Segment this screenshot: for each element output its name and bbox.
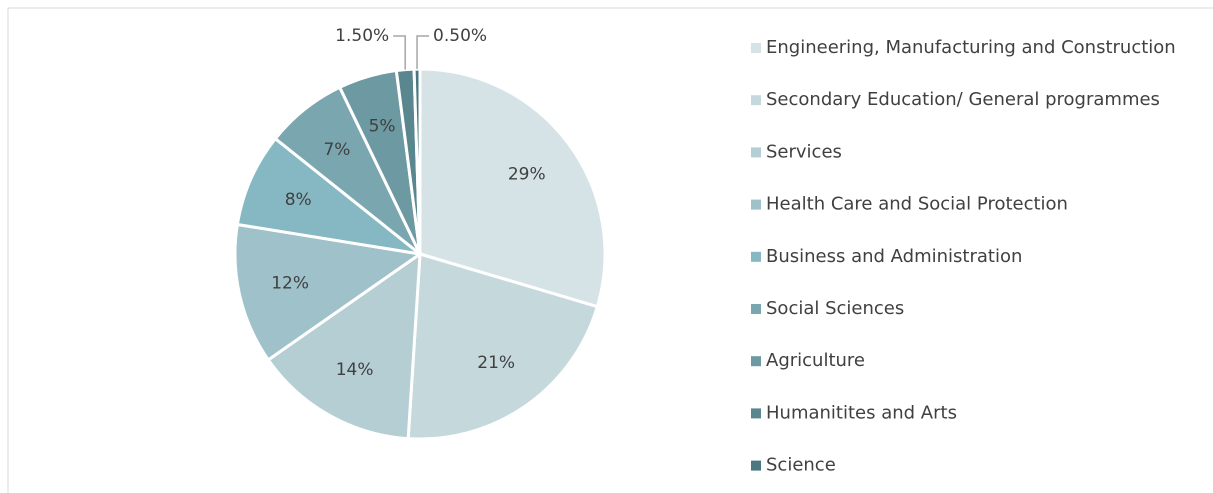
legend-swatch xyxy=(751,147,761,158)
legend-label: Secondary Education/ General programmes xyxy=(766,89,1160,110)
legend-swatch xyxy=(751,356,761,367)
legend-swatch xyxy=(751,199,761,210)
legend-swatch xyxy=(751,95,761,106)
data-label: 21% xyxy=(477,353,515,373)
data-label: 0.50% xyxy=(433,26,487,46)
legend-label: Engineering, Manufacturing and Construct… xyxy=(766,37,1176,58)
data-label: 14% xyxy=(336,360,374,380)
legend-label: Health Care and Social Protection xyxy=(766,194,1068,215)
pie-slice xyxy=(266,250,422,441)
legend-swatch xyxy=(751,460,761,471)
legend-label: Science xyxy=(766,455,836,476)
data-label: 5% xyxy=(369,116,396,136)
legend-label: Agriculture xyxy=(766,350,865,371)
data-label: 12% xyxy=(271,274,309,294)
data-label: 1.50% xyxy=(335,26,389,46)
pie-slice xyxy=(406,252,600,441)
legend-swatch xyxy=(751,43,761,53)
legend-label: Business and Administration xyxy=(766,246,1022,267)
legend-label: Services xyxy=(766,141,842,162)
legend-swatch xyxy=(751,408,761,419)
pie-slice xyxy=(235,136,426,257)
legend-swatch xyxy=(751,251,761,262)
pie-slice xyxy=(418,67,607,309)
legend-label: Social Sciences xyxy=(766,298,904,319)
legend-swatch xyxy=(751,304,761,314)
data-label: 7% xyxy=(323,140,350,160)
leader-line xyxy=(416,35,430,70)
pie-slice xyxy=(233,222,424,362)
leader-line xyxy=(393,35,406,70)
data-label: 29% xyxy=(508,164,546,184)
legend-label: Humanitites and Arts xyxy=(766,402,957,423)
data-label: 8% xyxy=(285,190,312,210)
